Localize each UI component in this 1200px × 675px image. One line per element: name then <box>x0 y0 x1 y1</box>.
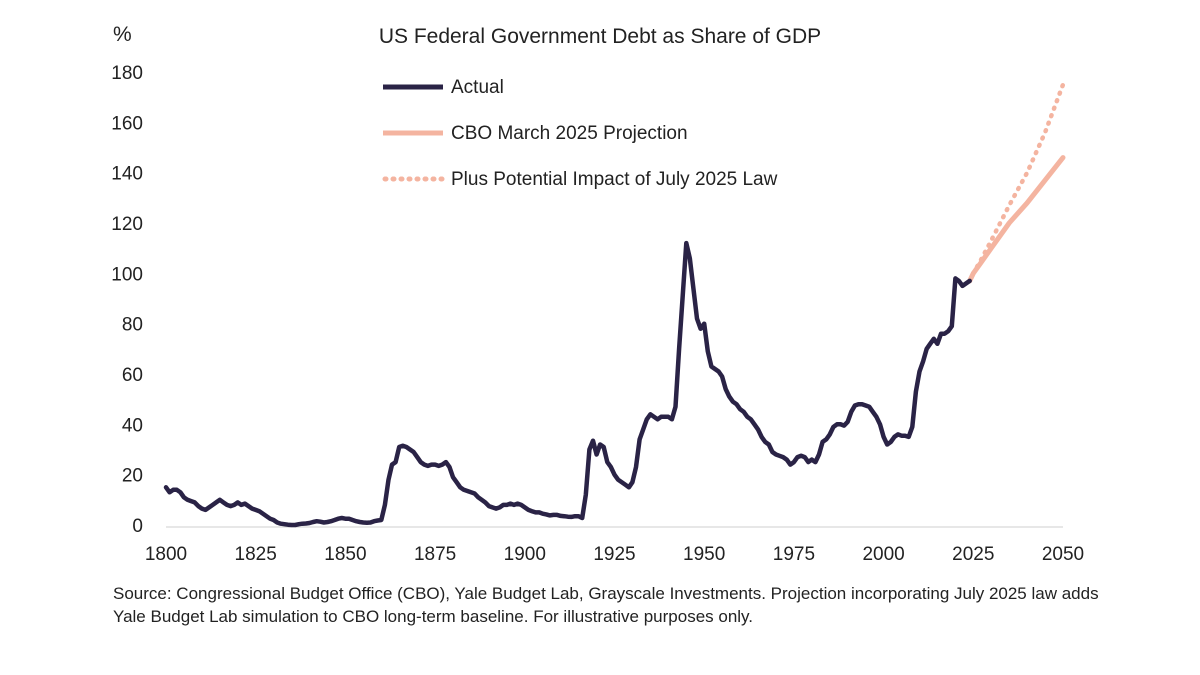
legend-label-cbo-projection: CBO March 2025 Projection <box>451 123 688 144</box>
series-layer <box>163 82 1066 528</box>
legend-label-july-2025-law: Plus Potential Impact of July 2025 Law <box>451 169 778 190</box>
series-line-actual <box>163 240 972 528</box>
y-tick-label: 0 <box>132 516 143 537</box>
legend-label-actual: Actual <box>451 77 504 98</box>
x-tick-label: 1800 <box>145 544 187 565</box>
y-tick-label: 40 <box>122 415 143 436</box>
x-axis: 1800 1825 1850 1875 1900 1925 1950 1975 2000 2025… <box>145 544 1084 565</box>
x-tick-label: 1875 <box>414 544 456 565</box>
x-tick-label: 1950 <box>683 544 725 565</box>
y-tick-label: 160 <box>111 113 143 134</box>
x-tick-label: 2025 <box>952 544 994 565</box>
y-tick-label: 120 <box>111 214 143 235</box>
x-tick-label: 1900 <box>504 544 546 565</box>
y-tick-label: 20 <box>122 466 143 487</box>
y-unit-label: % <box>113 23 132 46</box>
y-tick-label: 100 <box>111 264 143 285</box>
source-note: Source: Congressional Budget Office (CBO… <box>113 584 1099 626</box>
y-axis: 0 20 40 60 80 100 120 140 160 180 <box>111 63 143 537</box>
x-tick-label: 1850 <box>324 544 366 565</box>
y-tick-label: 80 <box>122 315 143 336</box>
x-tick-label: 1925 <box>593 544 635 565</box>
x-tick-label: 1825 <box>235 544 277 565</box>
series-line-july-2025-law <box>967 82 1066 284</box>
x-tick-label: 2050 <box>1042 544 1084 565</box>
series-line-cbo-projection <box>967 155 1066 284</box>
y-tick-label: 180 <box>111 63 143 84</box>
chart-title: US Federal Government Debt as Share of G… <box>379 25 821 48</box>
y-tick-label: 60 <box>122 365 143 386</box>
y-tick-label: 140 <box>111 164 143 185</box>
legend: Actual CBO March 2025 Projection Plus Po… <box>382 77 778 190</box>
x-tick-label: 1975 <box>773 544 815 565</box>
x-tick-label: 2000 <box>862 544 904 565</box>
